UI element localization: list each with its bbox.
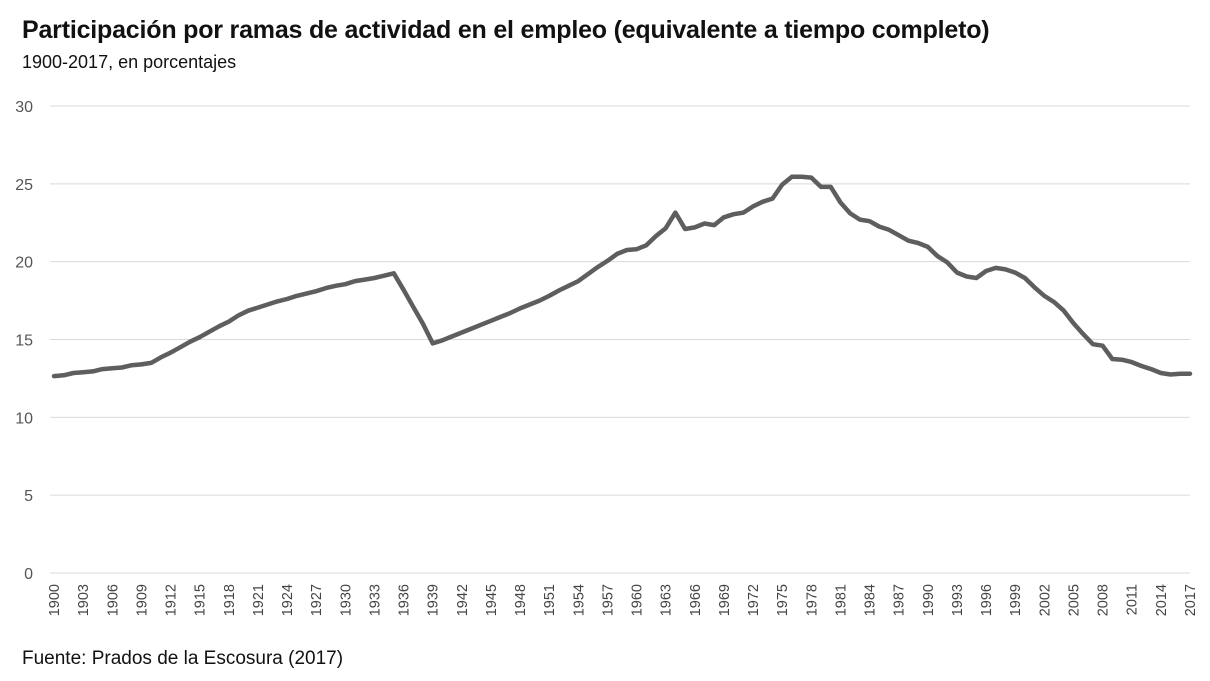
x-tick-label: 1918 — [222, 584, 238, 616]
x-tick-label: 1972 — [746, 584, 762, 616]
x-tick-label: 2008 — [1096, 584, 1112, 616]
x-tick-label: 1963 — [659, 584, 675, 616]
x-tick-label: 1924 — [280, 584, 296, 616]
source-note: Fuente: Prados de la Escosura (2017) — [22, 648, 344, 669]
series-line-0 — [51, 174, 1193, 379]
x-tick-label: 1969 — [717, 584, 733, 616]
x-tick-label: 2014 — [1154, 584, 1170, 616]
x-tick-label: 2017 — [1183, 584, 1199, 616]
x-tick-label: 1936 — [397, 584, 413, 616]
x-tick-label: 1960 — [630, 584, 646, 616]
x-tick-label: 1915 — [193, 584, 209, 616]
y-tick-label: 15 — [15, 333, 33, 350]
x-tick-label: 1942 — [455, 584, 471, 616]
y-tick-label: 30 — [15, 99, 33, 116]
y-tick-label: 25 — [15, 177, 33, 194]
x-tick-label: 1903 — [76, 584, 92, 616]
x-tick-label: 1933 — [367, 584, 383, 616]
x-tick-label: 1948 — [513, 584, 529, 616]
x-tick-label: 1993 — [950, 584, 966, 616]
y-tick-label: 20 — [15, 255, 33, 272]
x-tick-label: 1921 — [251, 584, 267, 616]
x-tick-label: 1990 — [921, 584, 937, 616]
x-tick-label: 1945 — [484, 584, 500, 616]
x-axis: 1900 1903 1906 1909 1912 1915 1918 1921 1924 1927… — [47, 584, 1199, 616]
y-tick-label: 5 — [24, 488, 33, 505]
x-tick-label: 1987 — [892, 584, 908, 616]
series-layer — [51, 174, 1193, 379]
chart-title: Participación por ramas de actividad en … — [22, 16, 990, 44]
x-tick-label: 1909 — [134, 584, 150, 616]
x-tick-label: 1975 — [775, 584, 791, 616]
x-tick-label: 2002 — [1037, 584, 1053, 616]
x-tick-label: 1939 — [426, 584, 442, 616]
x-tick-label: 1930 — [338, 584, 354, 616]
x-tick-label: 1957 — [600, 584, 616, 616]
x-tick-label: 2011 — [1125, 584, 1141, 615]
y-tick-label: 0 — [24, 566, 33, 583]
x-tick-label: 1900 — [47, 584, 63, 616]
x-tick-label: 1906 — [105, 584, 121, 616]
gridlines — [50, 105, 1190, 574]
x-tick-label: 1981 — [833, 584, 849, 616]
x-tick-label: 1951 — [542, 584, 558, 616]
chart-subtitle: 1900-2017, en porcentajes — [22, 52, 237, 72]
x-tick-label: 1978 — [804, 584, 820, 616]
x-tick-label: 1984 — [863, 584, 879, 616]
x-tick-label: 1966 — [688, 584, 704, 616]
x-tick-label: 2005 — [1066, 584, 1082, 616]
x-tick-label: 1996 — [979, 584, 995, 616]
x-tick-label: 1927 — [309, 584, 325, 616]
x-tick-label: 1954 — [571, 584, 587, 616]
y-tick-label: 10 — [15, 410, 33, 427]
x-tick-label: 1999 — [1008, 584, 1024, 616]
x-tick-label: 1912 — [164, 584, 180, 616]
y-axis: 0 5 10 15 20 25 30 — [15, 99, 33, 583]
